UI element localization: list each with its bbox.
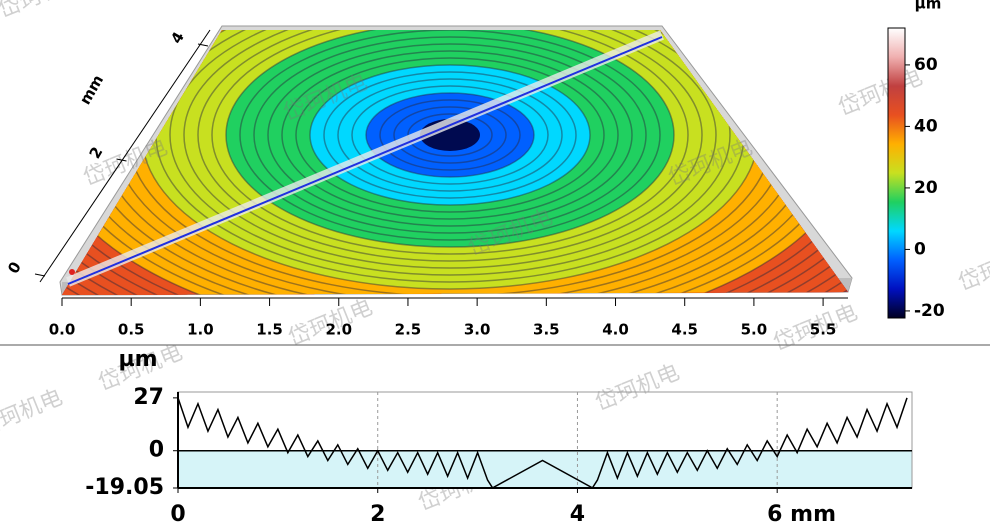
colorbar [887, 27, 906, 319]
y-tick-label: -19.05 [85, 475, 164, 500]
x-tick-label: 0.0 [49, 321, 76, 339]
x-tick-label: 4.0 [602, 321, 629, 339]
x-tick-label: 3.0 [464, 321, 491, 339]
x-tick-label: 5.5 [810, 321, 837, 339]
y-tick [197, 43, 209, 47]
y-axis-label: µm [118, 347, 157, 372]
colorbar-label: µm [915, 0, 942, 13]
x-tick-label: 2.5 [395, 321, 422, 339]
y-tick-label: 27 [133, 385, 164, 410]
watermark: 岱珂机电 [0, 385, 66, 441]
colorbar-tick-label: 40 [914, 116, 938, 136]
watermark: 岱珂机电 [955, 240, 990, 296]
x-tick-label: 1.5 [256, 321, 283, 339]
colorbar-tick-label: 0 [914, 239, 926, 259]
watermark: 岱珂机电 [592, 360, 683, 416]
x-tick-label: 2.0 [325, 321, 352, 339]
x-tick-label: 0.5 [118, 321, 145, 339]
x-tick-label: 4 [570, 502, 585, 527]
y-tick-label: 0 [149, 438, 164, 463]
y-axis [39, 29, 211, 283]
x-tick-label: 6 mm [767, 502, 836, 527]
y-tick [34, 273, 46, 277]
profile-line [67, 36, 663, 285]
y-axis-label: mm [76, 72, 107, 108]
watermark: 岱珂机电 [835, 65, 926, 121]
watermark: 岱珂机电 [0, 0, 86, 23]
colorbar-tick-label: 20 [914, 178, 938, 198]
profile-start [69, 269, 75, 275]
profile-band [66, 30, 664, 287]
x-tick-label: 2 [370, 502, 385, 527]
y-tick [116, 158, 127, 162]
colorbar-tick-label: -20 [914, 301, 945, 321]
profile-line [177, 397, 908, 489]
x-tick-label: 3.5 [533, 321, 560, 339]
colorbar-tick-label: 60 [914, 55, 938, 75]
y-tick-label: 0 [4, 259, 25, 277]
x-tick-label: 4.5 [671, 321, 698, 339]
below-zero-fill [178, 450, 912, 488]
y-tick-label: 4 [167, 29, 188, 47]
x-tick-label: 5.0 [741, 321, 768, 339]
x-tick-label: 0 [170, 502, 185, 527]
surface-rings [62, 30, 848, 295]
x-tick-label: 1.0 [187, 321, 214, 339]
